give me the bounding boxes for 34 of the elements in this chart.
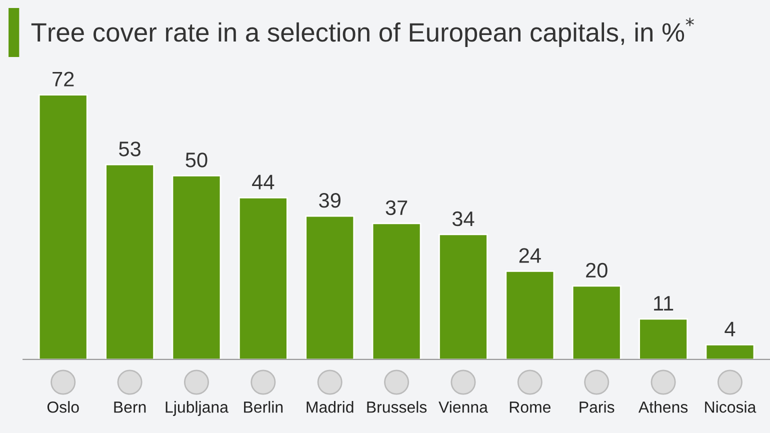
x-tick-label: Athens (638, 401, 688, 413)
data-label: 44 (252, 174, 274, 190)
bar (638, 318, 688, 360)
data-label: 20 (586, 262, 608, 278)
data-label: 24 (519, 248, 541, 263)
bar (372, 222, 422, 360)
bar (238, 196, 288, 360)
x-tick-label: Ljubljana (166, 401, 228, 416)
x-tick-label: Bern (114, 402, 146, 413)
data-label: 4 (724, 322, 736, 336)
x-tick-label: Vienna (438, 401, 488, 413)
bar (38, 94, 88, 360)
chart-title: Tree cover rate in a selection of European capitals, in %$^{*}$ (31, 18, 694, 47)
bar (172, 174, 222, 360)
data-label: 34 (452, 211, 474, 226)
x-tick-label: Berlin (244, 401, 283, 413)
x-tick-label: Brussels (367, 401, 427, 413)
bar (705, 344, 755, 360)
x-tick-label: Rome (510, 402, 551, 413)
data-label: 72 (52, 72, 74, 86)
x-tick-label: Nicosia (705, 401, 756, 413)
bar (572, 285, 622, 360)
x-tick-label: Madrid (306, 401, 354, 413)
x-tick-label: Paris (580, 401, 614, 413)
bar (105, 164, 154, 360)
x-tick-label: Oslo (47, 401, 79, 413)
data-label: 11 (654, 296, 674, 310)
data-label: 53 (119, 142, 140, 156)
bar (305, 215, 355, 360)
data-label: 50 (186, 152, 208, 168)
data-label: 37 (386, 200, 408, 216)
bar (438, 234, 488, 360)
data-label: 39 (319, 193, 340, 208)
bar (505, 270, 555, 360)
